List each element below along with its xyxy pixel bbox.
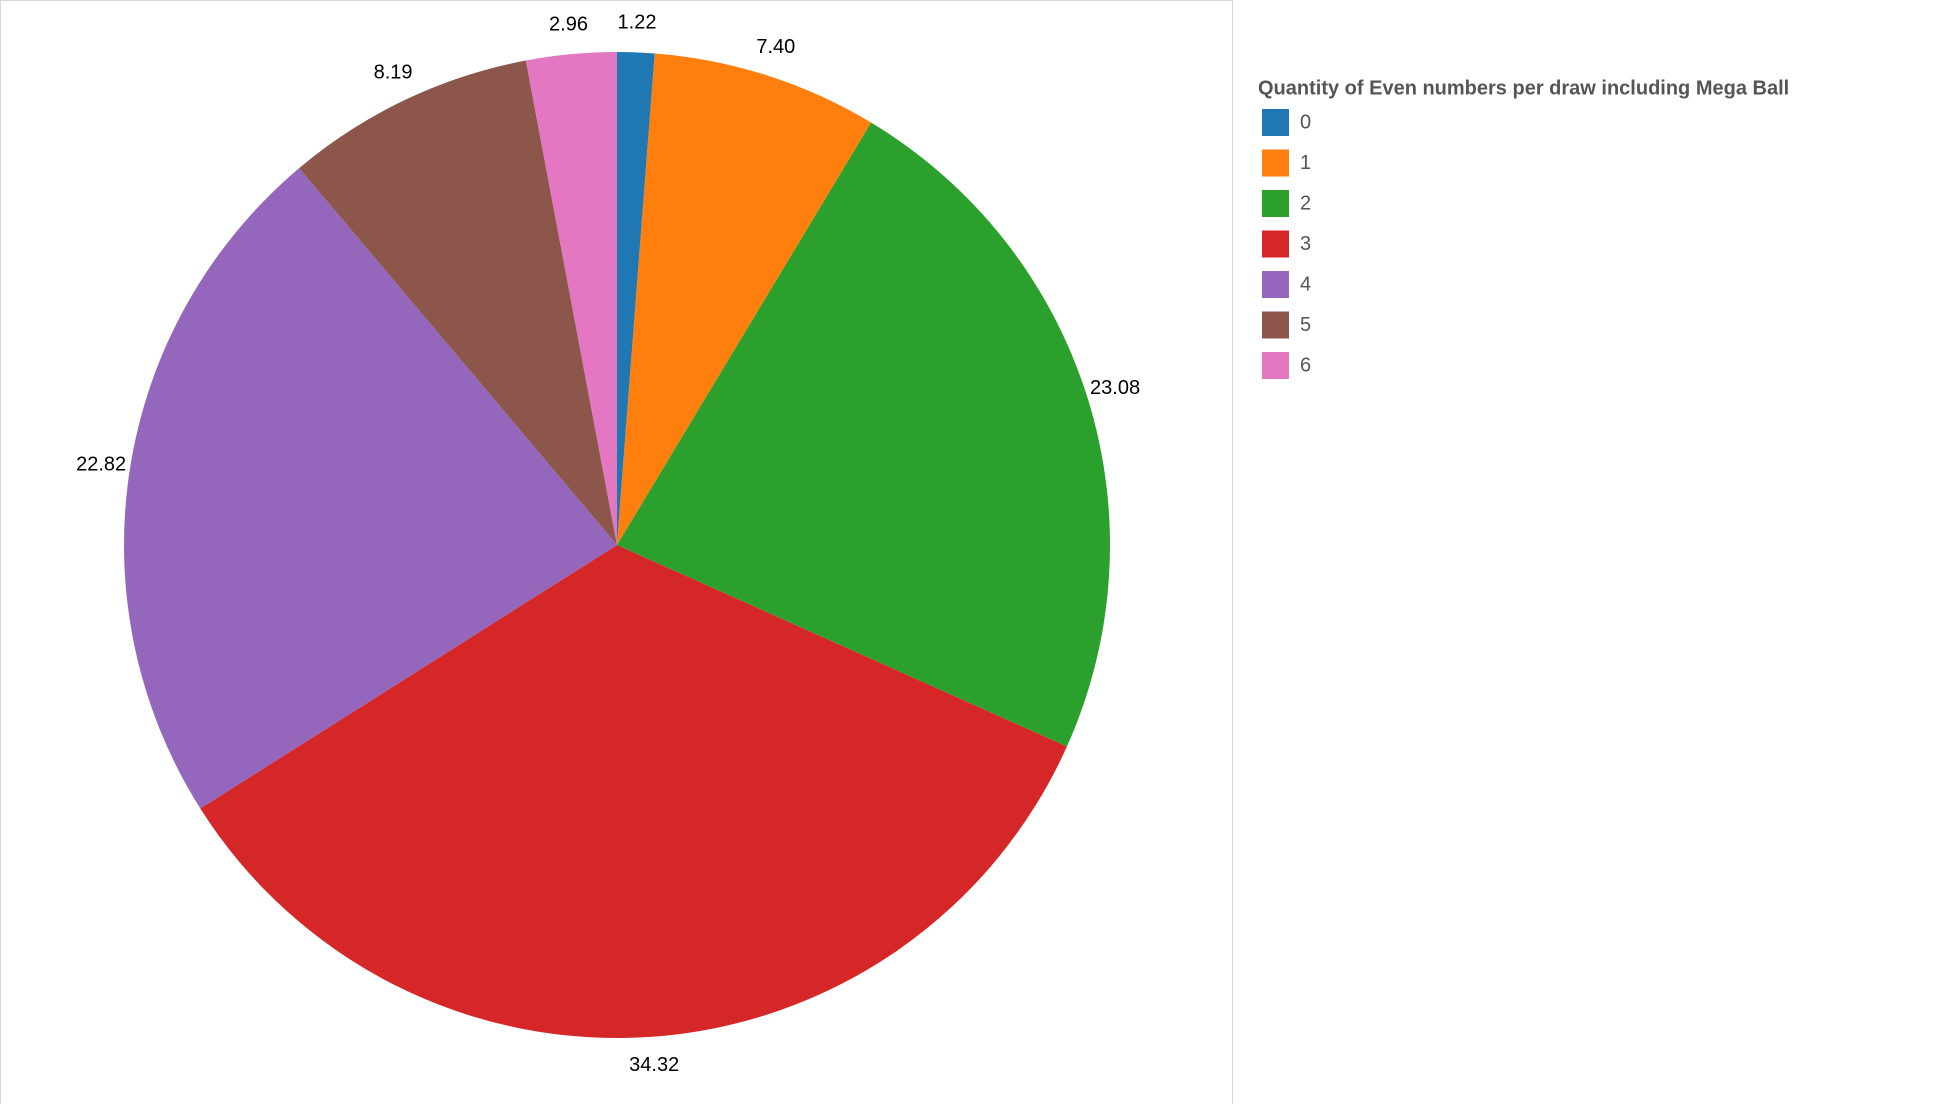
legend-swatch bbox=[1262, 230, 1289, 258]
legend-swatch bbox=[1262, 271, 1289, 298]
legend-swatch bbox=[1262, 109, 1289, 136]
legend-label: 2 bbox=[1300, 192, 1311, 214]
data-label: 8.19 bbox=[374, 62, 413, 84]
legend-label: 3 bbox=[1300, 233, 1311, 255]
data-label: 1.22 bbox=[618, 12, 657, 34]
legend-label: 5 bbox=[1300, 314, 1311, 336]
legend-swatch bbox=[1262, 311, 1289, 339]
data-label: 7.40 bbox=[756, 36, 795, 58]
pie-slice bbox=[525, 52, 617, 545]
pie-slice bbox=[617, 52, 655, 545]
data-label: 22.82 bbox=[76, 454, 126, 476]
pie-slice bbox=[124, 168, 618, 809]
legend-label: 4 bbox=[1300, 273, 1311, 295]
data-label: 34.32 bbox=[629, 1054, 679, 1076]
data-label: 23.08 bbox=[1090, 377, 1140, 399]
pie-slice bbox=[299, 60, 617, 545]
legend-label: 1 bbox=[1300, 152, 1311, 174]
pie-slice bbox=[200, 545, 1067, 1039]
legend-swatch bbox=[1262, 352, 1289, 379]
data-label: 2.96 bbox=[549, 14, 588, 36]
legend-label: 6 bbox=[1300, 354, 1311, 376]
legend-swatch bbox=[1262, 190, 1289, 217]
legend-label: 0 bbox=[1300, 111, 1311, 133]
pie-slice bbox=[617, 122, 1110, 747]
legend-swatch bbox=[1262, 149, 1289, 177]
pie-slice bbox=[617, 53, 872, 546]
legend-title: Quantity of Even numbers per draw includ… bbox=[1258, 77, 1789, 99]
chart-panel bbox=[0, 0, 1233, 1104]
